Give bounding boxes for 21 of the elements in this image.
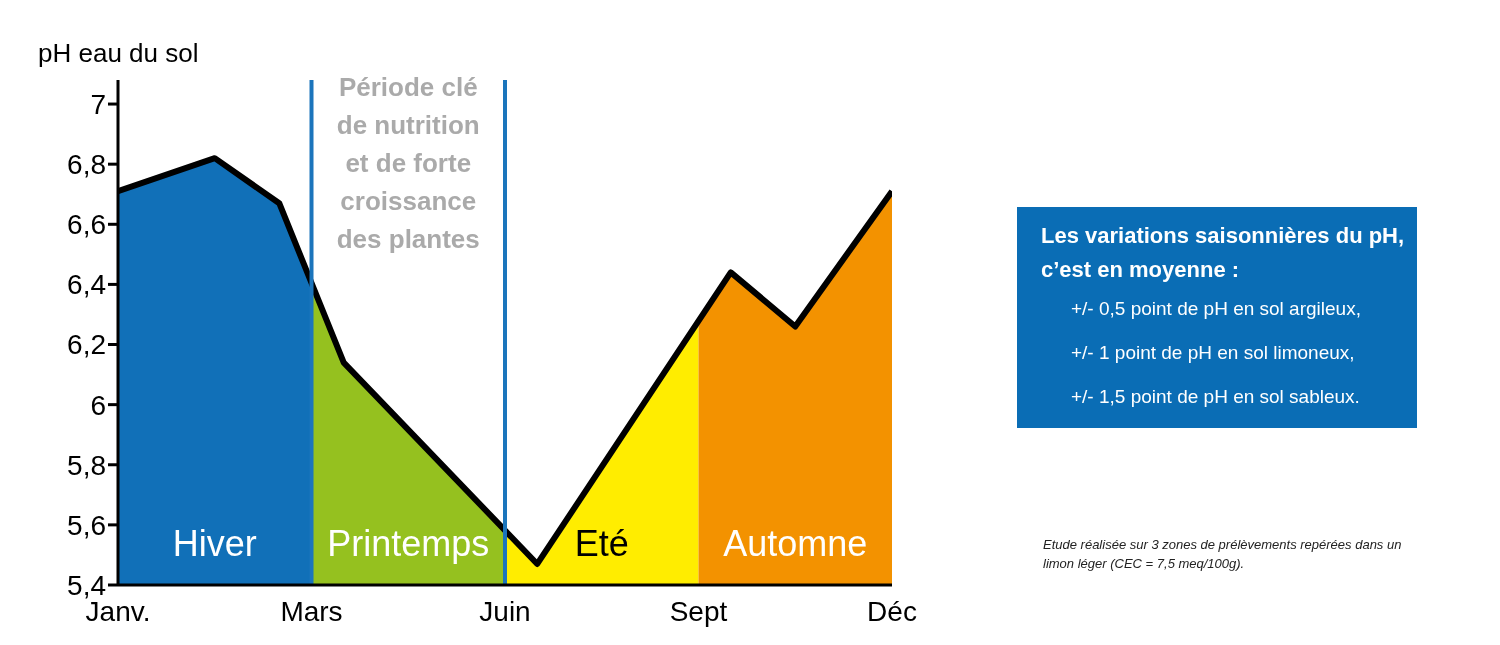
y-tick-label: 6,4 xyxy=(67,269,106,301)
y-tick-label: 5,8 xyxy=(67,449,106,481)
y-tick-label: 6,6 xyxy=(67,209,106,241)
y-axis-title: pH eau du sol xyxy=(38,38,199,69)
series-label: Printemps xyxy=(326,523,491,565)
x-tick-label: Mars xyxy=(280,595,343,627)
text-card: Les variations saisonnières du pH, c’est en moyenne : +/- 0,5 point de pH en sol argileux, +/- 1 point de pH en sol limoneux, +/- 1,5 point de pH en sol sableux. xyxy=(1017,207,1417,428)
series-label: Automne xyxy=(722,523,869,565)
y-tick-label: 6 xyxy=(90,389,106,421)
text: Etude réalisée sur 3 zones de prélèvements repérées dans un limon léger (CEC = 7,5 meq/100g). xyxy=(1043,536,1403,573)
x-tick-label: Juin xyxy=(479,595,531,627)
series-label: Hiver xyxy=(171,523,258,565)
y-tick-label: 6,8 xyxy=(67,149,106,181)
series-label: Eté xyxy=(573,523,630,565)
x-tick-label: Déc xyxy=(867,595,917,627)
y-tick-label: 5,6 xyxy=(67,509,106,541)
x-tick-label: Sept xyxy=(669,595,728,627)
y-tick-label: 6,2 xyxy=(67,329,106,361)
y-tick-label: 7 xyxy=(90,88,106,120)
annotation: Période clé de nutrition et de forte croissance des plantes xyxy=(335,71,481,256)
y-tick-label: 5,4 xyxy=(67,569,106,601)
